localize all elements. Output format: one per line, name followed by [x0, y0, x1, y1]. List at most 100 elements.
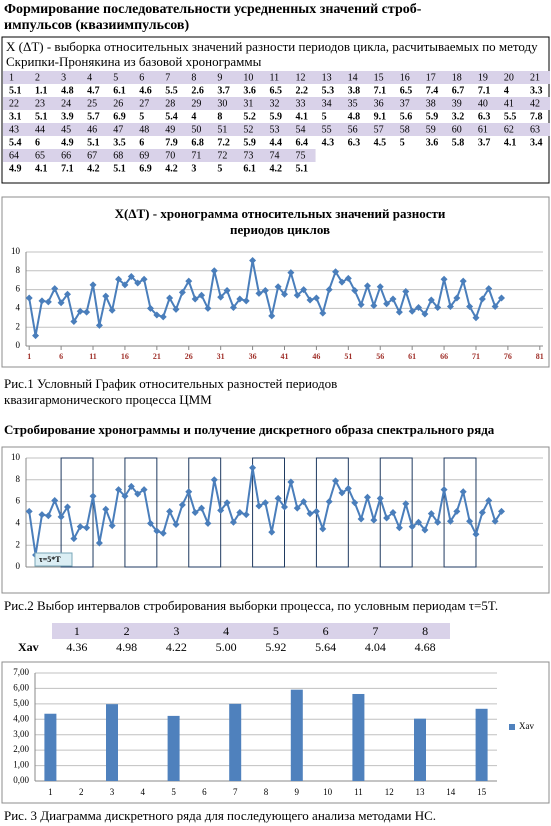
index-cell: 60: [452, 124, 462, 135]
x-tick-label: 11: [89, 352, 97, 361]
value-cell: 4.2: [165, 163, 178, 174]
data-marker: [325, 286, 333, 294]
value-cell: 5.3: [322, 85, 335, 96]
x-tick-label: 36: [249, 352, 257, 361]
section-heading: Стробирование хронограммы и получение ди…: [4, 422, 495, 437]
data-marker: [491, 303, 499, 311]
index-cell: 66: [61, 150, 71, 161]
data-marker: [249, 256, 257, 264]
value-cell: 6.4: [296, 137, 309, 148]
index-cell: 72: [217, 150, 227, 161]
index-cell: 41: [504, 98, 514, 109]
data-marker: [204, 519, 212, 527]
index-cell: 51: [217, 124, 227, 135]
chart-frame: [1, 446, 550, 594]
data-marker: [25, 507, 33, 515]
bar: [44, 713, 57, 781]
data-marker: [306, 296, 314, 304]
data-marker: [217, 293, 225, 301]
data-marker: [95, 539, 103, 547]
x-tick-label: 10: [323, 787, 333, 797]
x-tick-label: 11: [354, 787, 363, 797]
value-cell: 4.22: [166, 640, 187, 654]
y-tick-label: 8: [16, 474, 21, 484]
value-cell: 6: [139, 137, 144, 148]
index-cell: 37: [400, 98, 410, 109]
index-cell: 47: [113, 124, 123, 135]
data-marker: [146, 304, 154, 312]
index-row-bg: [52, 623, 450, 639]
table-caption: X (ΔT) - выборка относительных значений …: [6, 39, 538, 69]
value-cell: 6.7: [452, 85, 465, 96]
annotation: τ=5*T: [39, 555, 61, 564]
index-row-bg: [3, 71, 550, 84]
data-marker: [172, 305, 180, 313]
value-cell: 4.9: [9, 163, 22, 174]
data-marker: [440, 275, 448, 283]
data-marker: [389, 295, 397, 303]
index-cell: 18: [452, 72, 462, 83]
data-marker: [108, 306, 116, 314]
data-marker: [108, 522, 116, 530]
x-tick-label: 76: [504, 352, 512, 361]
index-cell: 7: [372, 624, 378, 638]
index-cell: 45: [61, 124, 71, 135]
value-cell: 4.8: [61, 85, 74, 96]
index-cell: 17: [426, 72, 436, 83]
data-marker: [415, 518, 423, 526]
value-cell: 5.7: [87, 111, 100, 122]
index-cell: 7: [165, 72, 170, 83]
value-cell: 5.00: [216, 640, 237, 654]
index-cell: 4: [223, 624, 229, 638]
x-tick-label: 14: [446, 787, 456, 797]
index-cell: 29: [191, 98, 201, 109]
y-tick-label: 4: [16, 302, 21, 312]
index-cell: 26: [113, 98, 123, 109]
value-cell: 5.5: [504, 111, 517, 122]
index-cell: 25: [87, 98, 97, 109]
data-marker: [204, 304, 212, 312]
x-tick-label: 12: [385, 787, 394, 797]
x-tick-label: 6: [59, 352, 63, 361]
data-marker: [242, 511, 250, 519]
data-marker: [159, 313, 167, 321]
index-cell: 58: [400, 124, 410, 135]
data-marker: [159, 529, 167, 537]
strobe-window: [252, 457, 286, 568]
data-marker: [38, 297, 46, 305]
data-marker: [319, 525, 327, 533]
x-tick-label: 41: [281, 352, 289, 361]
value-cell: 4.36: [66, 640, 87, 654]
index-cell: 52: [243, 124, 253, 135]
index-cell: 56: [348, 124, 358, 135]
x-tick-label: 1: [48, 787, 53, 797]
index-cell: 39: [452, 98, 462, 109]
value-cell: 1.1: [35, 85, 48, 96]
index-cell: 32: [269, 98, 279, 109]
index-cell: 55: [322, 124, 332, 135]
value-cell: 7.1: [374, 85, 387, 96]
data-marker: [70, 318, 78, 326]
index-cell: 64: [9, 150, 19, 161]
y-tick-label: 5,00: [13, 698, 29, 708]
bar: [229, 703, 242, 781]
data-marker: [300, 286, 308, 294]
legend-label: Xav: [519, 721, 534, 731]
data-marker: [408, 307, 416, 315]
y-tick-label: 4: [16, 517, 21, 527]
bar: [352, 693, 365, 781]
bar: [290, 689, 303, 781]
index-cell: 6: [323, 624, 329, 638]
value-cell: 6.5: [400, 85, 413, 96]
data-marker: [127, 482, 135, 490]
data-marker: [255, 502, 263, 510]
data-marker: [95, 321, 103, 329]
data-marker: [229, 303, 237, 311]
index-cell: 54: [296, 124, 306, 135]
y-tick-label: 2: [16, 539, 21, 549]
data-marker: [491, 517, 499, 525]
data-marker: [83, 308, 91, 316]
bar: [167, 715, 180, 781]
index-cell: 9: [217, 72, 222, 83]
strobe-window: [443, 457, 477, 568]
